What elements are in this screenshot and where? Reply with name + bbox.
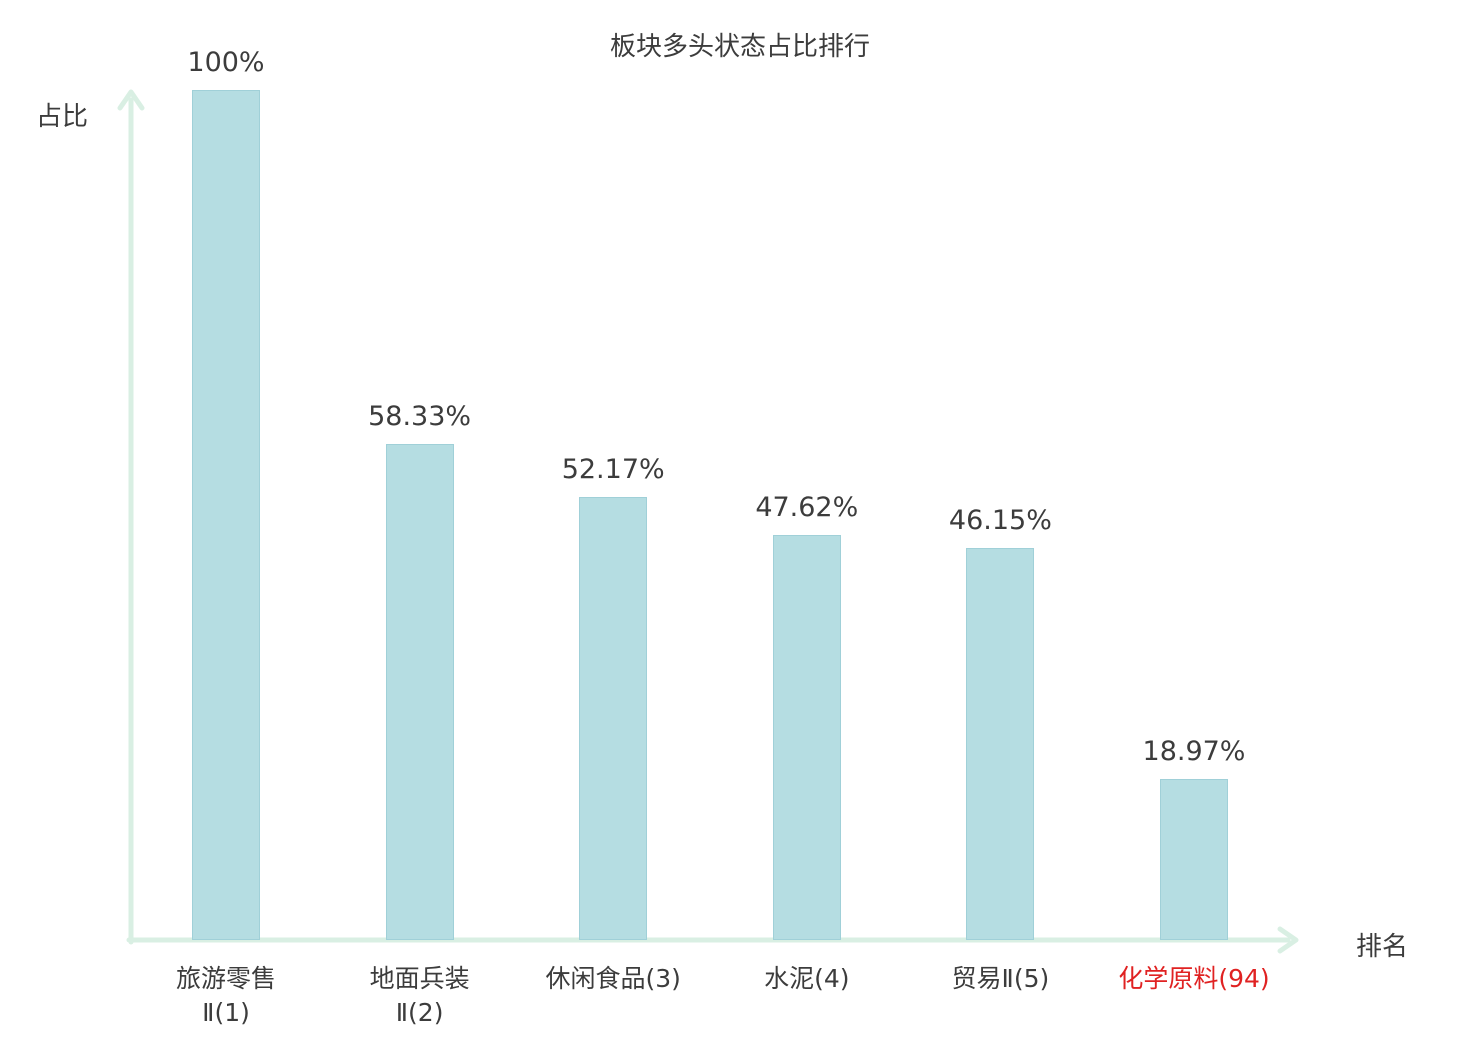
category-label-1: 旅游零售 Ⅱ(1): [175, 964, 276, 1027]
bar-value-label-3: 52.17%: [561, 453, 665, 485]
bar-6: [1160, 778, 1228, 940]
category-label-3: 休闲食品(3): [545, 964, 681, 993]
category-label-4: 水泥(4): [764, 964, 850, 993]
bar-2: [385, 444, 454, 940]
bar-1: [192, 90, 260, 940]
category-label-6: 化学原料(94): [1118, 964, 1270, 993]
bar-value-label-5: 46.15%: [948, 504, 1052, 536]
bar-value-label-2: 58.33%: [368, 401, 472, 433]
bar-5: [966, 547, 1035, 940]
bar-3: [579, 496, 648, 940]
y-axis-arrow-icon: [117, 89, 145, 111]
y-axis-label: 占比: [36, 102, 89, 132]
chart-title: 板块多头状态占比排行: [609, 32, 870, 62]
bar-value-label-1: 100%: [187, 47, 265, 78]
x-axis-arrow-icon: [1277, 926, 1299, 954]
bar-4: [772, 535, 841, 940]
bar-value-label-4: 47.62%: [755, 492, 859, 524]
bar-value-label-6: 18.97%: [1142, 735, 1246, 767]
x-axis-label: 排名: [1356, 932, 1409, 962]
category-label-5: 贸易Ⅱ(5): [951, 964, 1050, 993]
category-label-2: 地面兵装 Ⅱ(2): [369, 964, 470, 1027]
